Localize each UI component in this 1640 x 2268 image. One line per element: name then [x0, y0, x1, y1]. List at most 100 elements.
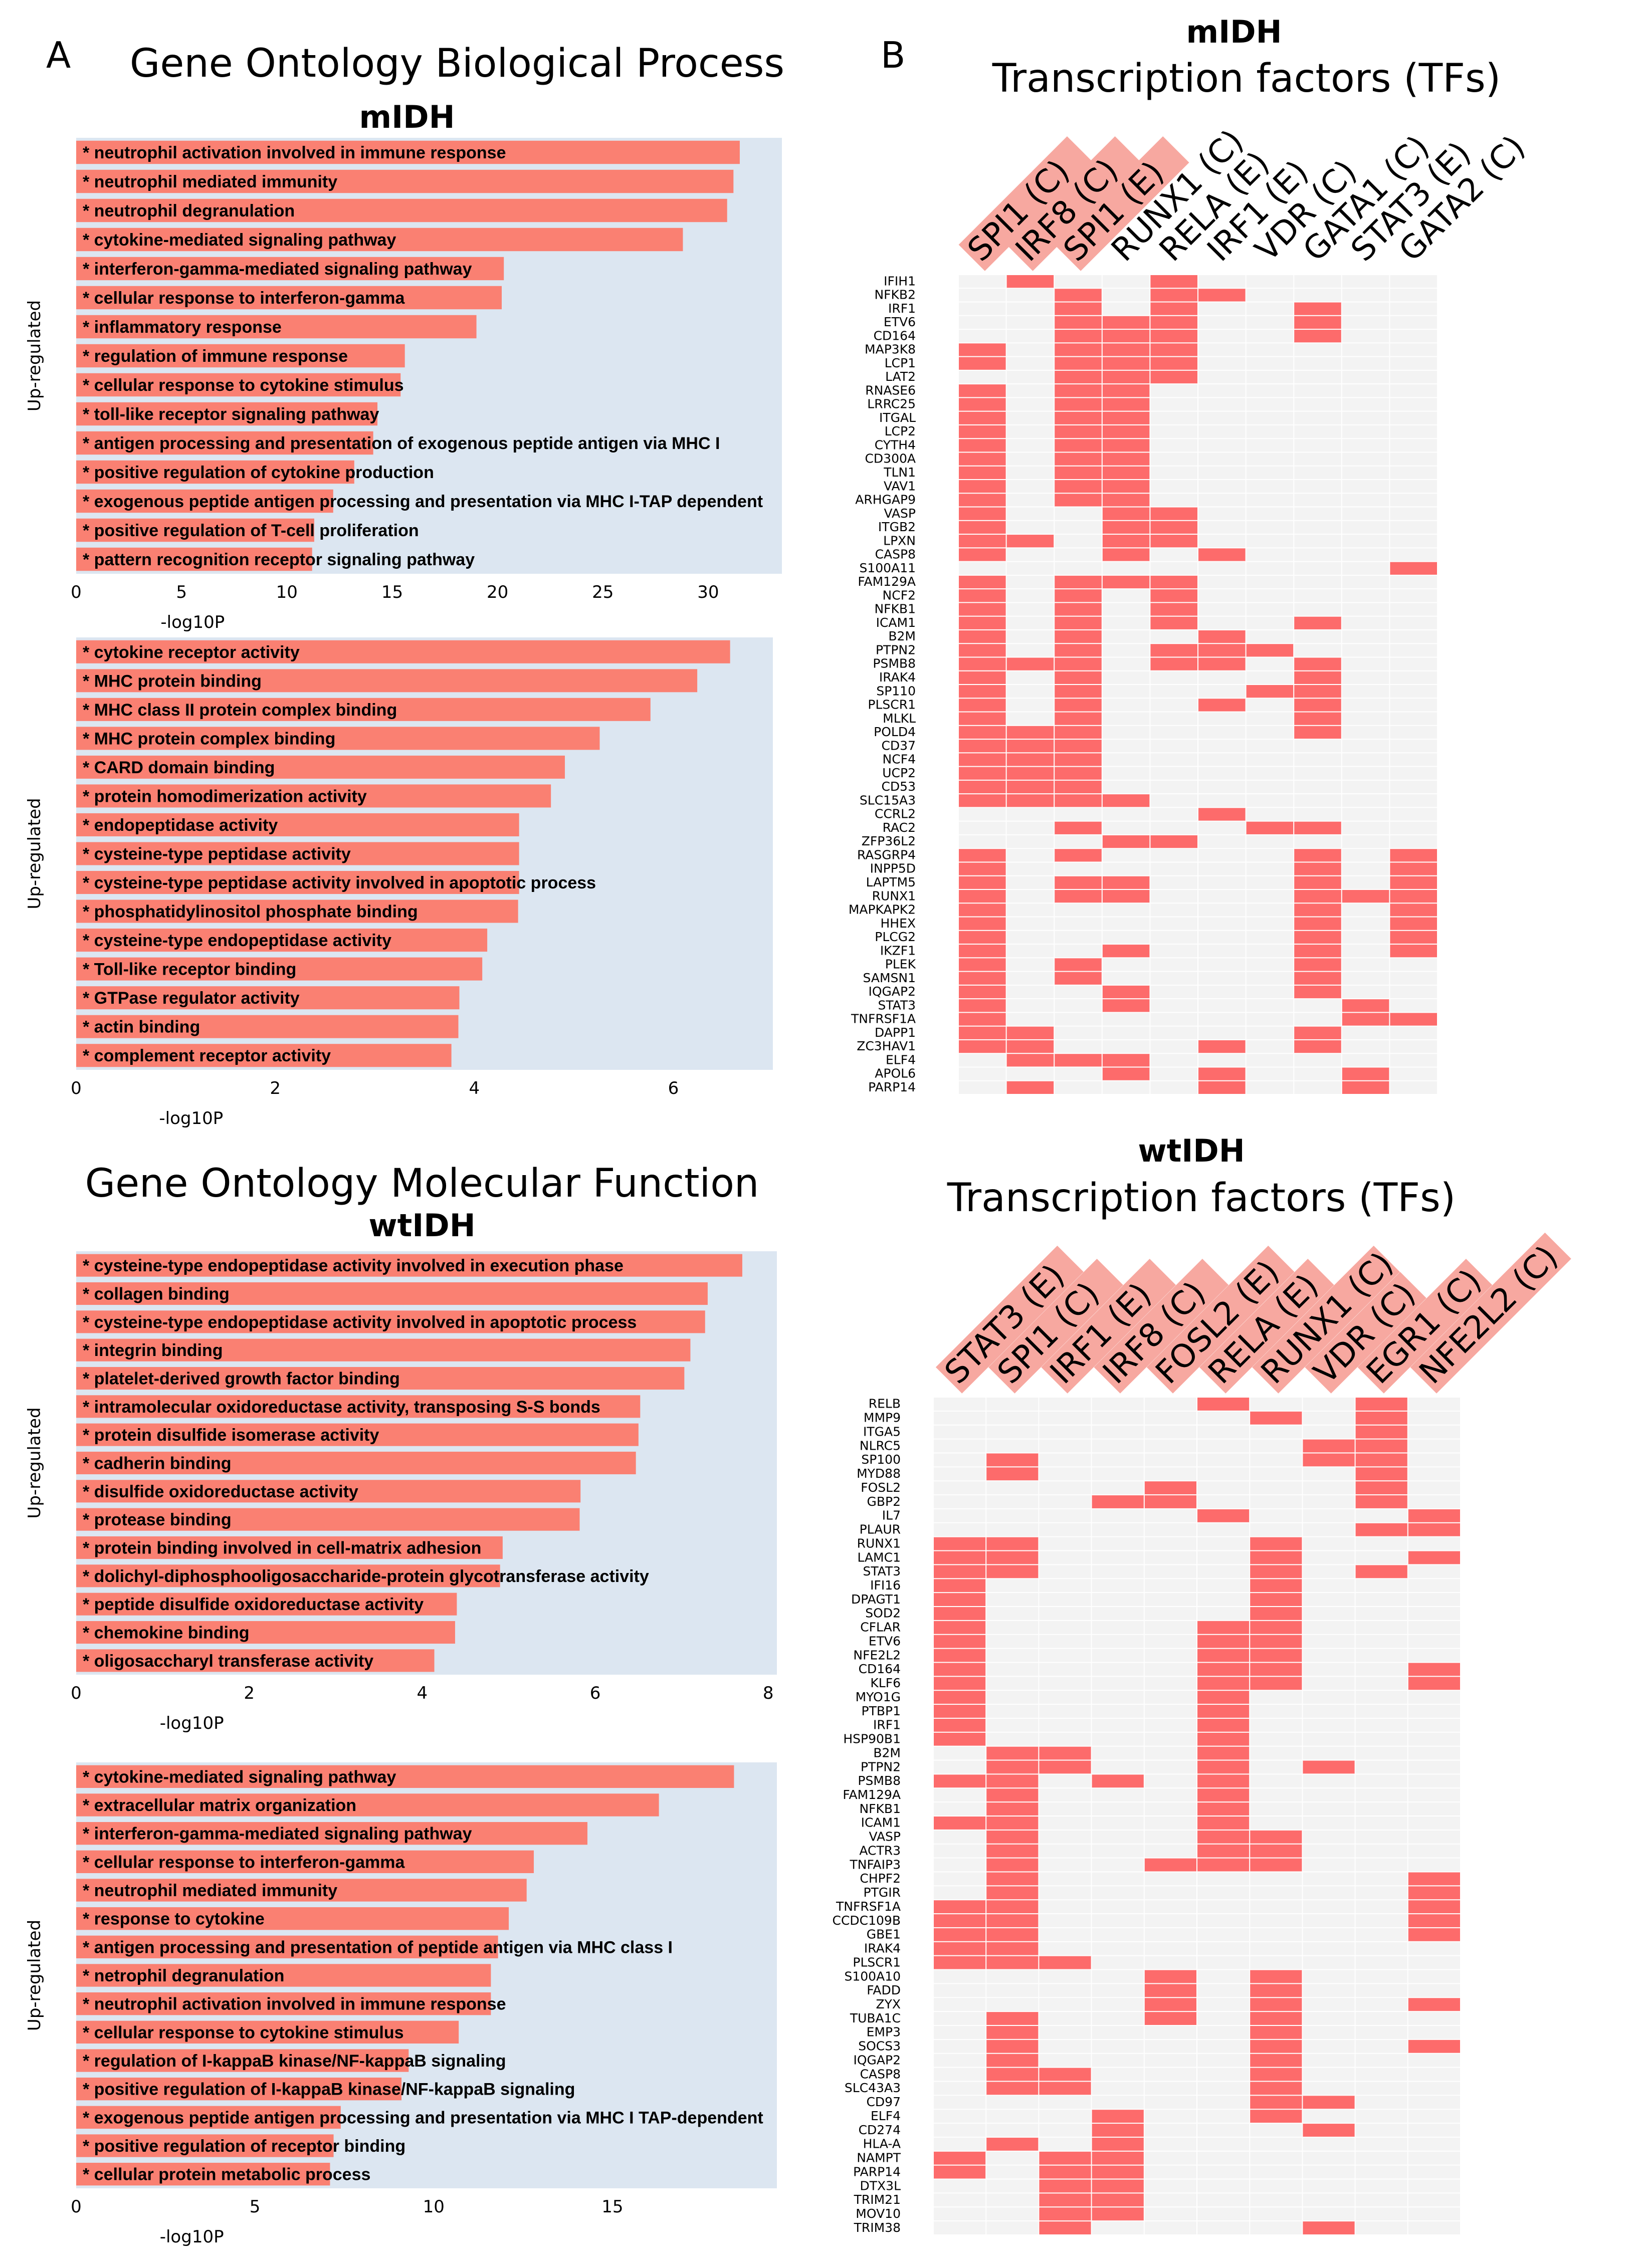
- bar: [76, 1964, 491, 1987]
- heat-cell-off: [1250, 1900, 1303, 1914]
- gene-label: NLRC5: [860, 1438, 901, 1453]
- heat-cell-off: [1039, 1467, 1092, 1481]
- heat-cell-on: [1355, 1481, 1408, 1495]
- heat-cell-off: [1389, 343, 1438, 357]
- heat-cell-off: [1341, 903, 1390, 917]
- heat-cell-off: [1355, 1550, 1408, 1565]
- heat-cell-off: [1294, 807, 1342, 821]
- heat-cell-on: [1250, 1858, 1303, 1872]
- bar: [76, 1254, 742, 1277]
- x-tick-label: 8: [763, 1683, 774, 1703]
- heat-cell-on: [1039, 2193, 1092, 2207]
- heat-cell-off: [1144, 1927, 1197, 1942]
- heat-cell-on: [1250, 2109, 1303, 2124]
- bar: [76, 1423, 639, 1446]
- gene-label: ARHGAP9: [855, 493, 916, 507]
- heat-cell-on: [933, 1536, 986, 1551]
- heat-cell-off: [1006, 411, 1055, 425]
- heat-cell-off: [1006, 643, 1055, 657]
- heat-cell-on: [1054, 848, 1102, 862]
- tf-label-highlight: [1041, 1259, 1176, 1394]
- wtIDH-subtitle-a: wtIDH: [368, 1207, 475, 1244]
- heat-cell-on: [1150, 616, 1198, 630]
- heat-cell-on: [986, 2011, 1039, 2025]
- heat-cell-on: [1197, 1676, 1250, 1691]
- heat-cell-off: [1407, 1593, 1461, 1607]
- heat-cell-off: [1091, 1983, 1144, 1998]
- heat-cell-off: [1355, 1634, 1408, 1649]
- heat-cell-on: [958, 411, 1006, 425]
- heat-cell-off: [986, 1732, 1039, 1746]
- heat-cell-off: [986, 1662, 1039, 1677]
- bar-label: * cellular response to cytokine stimulus: [83, 376, 404, 395]
- heat-cell-off: [1250, 1690, 1303, 1705]
- heat-cell-on: [1102, 999, 1150, 1013]
- heat-cell-off: [1246, 1080, 1294, 1095]
- heat-cell-off: [1341, 356, 1390, 370]
- gene-label: FOSL2: [861, 1480, 901, 1495]
- heat-cell-off: [1197, 1941, 1250, 1956]
- heat-cell-off: [1198, 411, 1246, 425]
- gene-label: CCDC109B: [833, 1913, 901, 1928]
- gene-label: LAT2: [885, 369, 916, 384]
- heat-cell-on: [958, 548, 1006, 562]
- gene-label: TNFRSF1A: [836, 1899, 901, 1914]
- heat-cell-off: [1102, 288, 1150, 302]
- heat-cell-off: [1407, 2123, 1461, 2137]
- bar-label: * interferon-gamma-mediated signaling pa…: [83, 260, 472, 279]
- heat-cell-on: [1039, 2221, 1092, 2235]
- heat-cell-off: [1091, 1620, 1144, 1635]
- heat-cell-on: [1197, 1732, 1250, 1746]
- heat-cell-off: [1197, 1997, 1250, 2012]
- heat-cell-on: [958, 384, 1006, 398]
- gene-label: STAT3: [878, 998, 916, 1012]
- heat-cell-off: [986, 1718, 1039, 1732]
- heat-cell-off: [1355, 1941, 1408, 1956]
- heat-cell-off: [1144, 1732, 1197, 1746]
- heat-cell-on: [1355, 1439, 1408, 1453]
- heat-cell-off: [1197, 2081, 1250, 2096]
- gene-label: MYO1G: [856, 1690, 901, 1704]
- heat-cell-off: [1197, 1872, 1250, 1886]
- heat-cell-off: [1039, 1927, 1092, 1942]
- heat-cell-off: [1246, 602, 1294, 616]
- bar: [76, 1395, 641, 1418]
- heat-cell-on: [986, 1844, 1039, 1858]
- heat-cell-on: [933, 1816, 986, 1830]
- heat-cell-off: [1246, 670, 1294, 685]
- heat-cell-on: [958, 466, 1006, 480]
- heat-cell-on: [1198, 629, 1246, 644]
- heat-cell-off: [1144, 2137, 1197, 2151]
- heat-cell-off: [1091, 1439, 1144, 1453]
- heat-cell-off: [1341, 794, 1390, 808]
- heat-cell-off: [1091, 1872, 1144, 1886]
- heat-cell-off: [1144, 1802, 1197, 1816]
- heat-cell-on: [1407, 2039, 1461, 2054]
- bar: [76, 169, 734, 193]
- heat-cell-off: [1302, 1578, 1355, 1593]
- gene-label: IRAK4: [864, 1941, 901, 1956]
- bar: [76, 315, 477, 339]
- heat-cell-on: [1250, 1578, 1303, 1593]
- bar-label: * cellular protein metabolic process: [83, 2165, 370, 2184]
- heat-cell-off: [1006, 452, 1055, 466]
- heat-cell-on: [1006, 739, 1055, 753]
- heat-cell-off: [1039, 1397, 1092, 1411]
- heat-cell-off: [1006, 698, 1055, 712]
- heat-cell-off: [1006, 548, 1055, 562]
- heat-cell-off: [1144, 1411, 1197, 1425]
- heat-cell-on: [1294, 821, 1342, 835]
- heat-cell-off: [1006, 999, 1055, 1013]
- gene-label: PLCG2: [875, 930, 916, 944]
- heat-cell-off: [1250, 1872, 1303, 1886]
- heat-cell-off: [1198, 329, 1246, 343]
- heat-cell-off: [1407, 1830, 1461, 1844]
- heat-cell-on: [1198, 657, 1246, 671]
- heat-cell-off: [1302, 1983, 1355, 1998]
- heat-cell-on: [1091, 2137, 1144, 2151]
- heat-cell-off: [1341, 862, 1390, 876]
- heat-cell-on: [1294, 302, 1342, 316]
- heat-cell-off: [1006, 424, 1055, 439]
- bar-label: * response to cytokine: [83, 1910, 265, 1929]
- heat-cell-on: [933, 1648, 986, 1663]
